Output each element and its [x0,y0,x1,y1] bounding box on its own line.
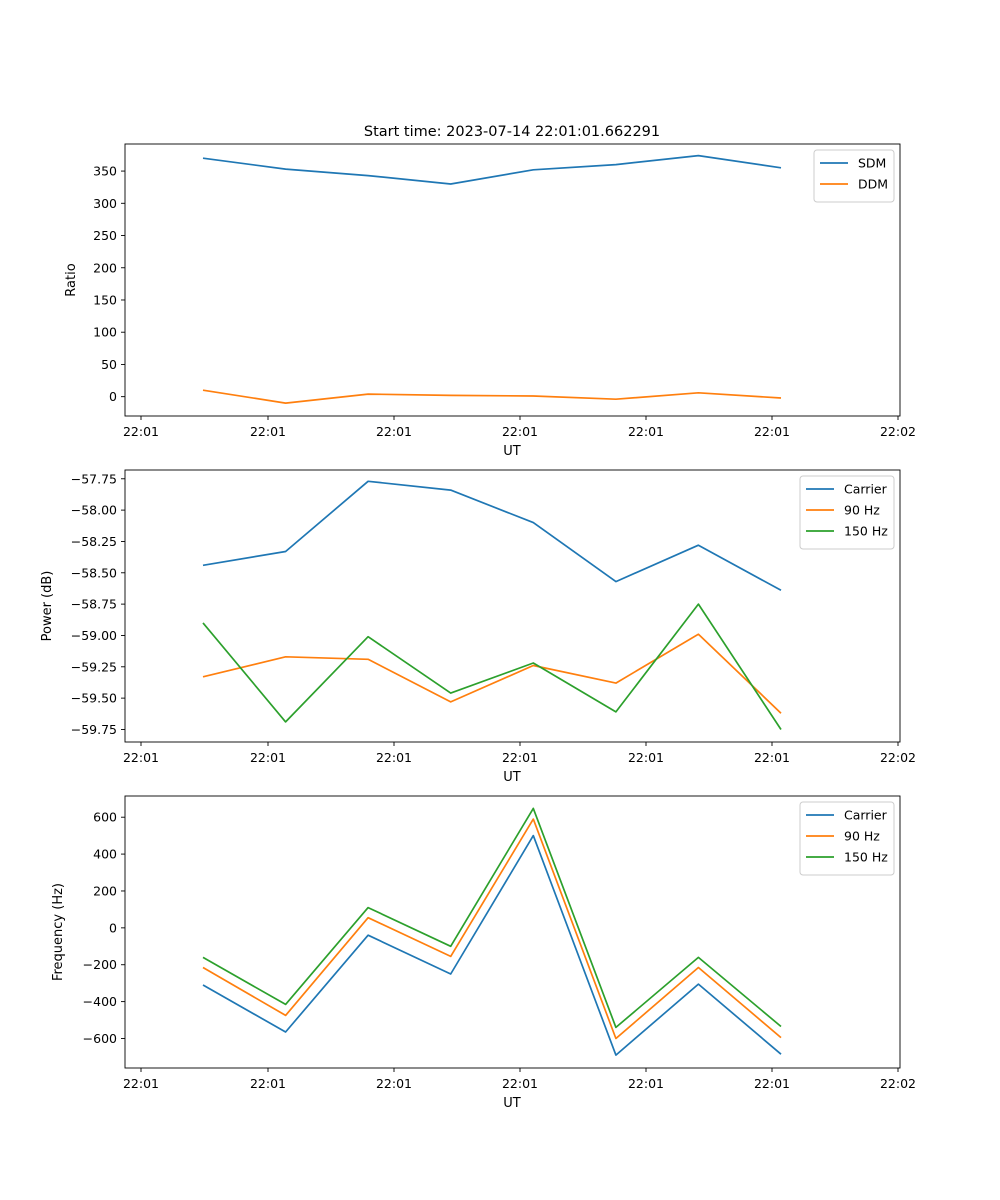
legend-label: 150 Hz [844,524,888,539]
x-tick-label: 22:02 [880,750,916,765]
series-line-carrier [202,834,782,1056]
axes-frame [124,795,901,1069]
chart-2: 22:01 22:01 22:01 22:01 22:01 22:01 22:02 −59.7… [40,469,916,785]
legend: Carrier 90 Hz 150 Hz [799,475,895,550]
x-tick-label: 22:01 [123,1076,159,1091]
x-tick-label: 22:01 [123,750,159,765]
legend: Carrier 90 Hz 150 Hz [799,801,895,876]
y-axis-label: Frequency (Hz) [51,883,66,981]
y-tick-label: 600 [93,810,117,825]
x-tick-label: 22:01 [123,424,159,439]
legend-label: 90 Hz [844,503,880,518]
y-tick-label: 250 [93,228,117,243]
chart-1: 22:01 22:01 22:01 22:01 22:01 22:01 22:02 0 50 10… [64,143,916,459]
x-tick-label: 22:01 [754,750,790,765]
axes-frame [124,469,901,743]
legend-label: SDM [858,156,886,171]
axes-frame [124,143,901,417]
chart-3: 22:01 22:01 22:01 22:01 22:01 22:01 22:02 −600 −… [51,795,916,1111]
y-tick-label: 200 [93,260,117,275]
x-tick-label: 22:01 [250,1076,286,1091]
x-axis-label: UT [503,770,521,785]
legend-label: 150 Hz [844,850,888,865]
legend-label: Carrier [844,482,888,497]
y-tick-label: 350 [93,164,117,179]
y-axis-label: Ratio [64,263,79,296]
y-tick-label: −58.75 [71,597,117,612]
y-tick-label: 200 [93,883,117,898]
y-tick-label: 400 [93,847,117,862]
y-axis-label: Power (dB) [40,571,55,642]
x-tick-label: 22:02 [880,424,916,439]
y-tick-label: −58.50 [71,565,117,580]
x-tick-label: 22:01 [502,1076,538,1091]
charts-container: 22:01 22:01 22:01 22:01 22:01 22:01 22:02 0 50 10… [40,143,916,1111]
y-tick-label: −59.00 [71,628,117,643]
y-tick-label: −59.75 [71,722,117,737]
y-tick-label: −400 [83,994,117,1009]
y-tick-label: −58.00 [71,503,117,518]
x-tick-label: 22:01 [628,750,664,765]
y-tick-label: 300 [93,196,117,211]
x-axis-label: UT [503,444,521,459]
legend-label: DDM [858,177,888,192]
x-tick-label: 22:01 [376,1076,412,1091]
legend-label: Carrier [844,808,888,823]
figure-title: Start time: 2023-07-14 22:01:01.662291 [364,124,660,140]
series-line-90-hz [202,633,782,714]
y-tick-label: −59.25 [71,659,117,674]
series-line-150-hz [202,807,782,1029]
y-tick-label: −600 [83,1031,117,1046]
y-tick-label: 0 [109,920,117,935]
legend: SDM DDM [813,149,895,203]
x-tick-label: 22:01 [502,424,538,439]
series-line-150-hz [202,603,782,730]
y-tick-label: −58.25 [71,534,117,549]
legend-label: 90 Hz [844,829,880,844]
y-tick-label: −57.75 [71,471,117,486]
x-tick-label: 22:01 [376,424,412,439]
x-tick-label: 22:01 [628,424,664,439]
x-tick-label: 22:01 [250,750,286,765]
x-tick-label: 22:01 [628,1076,664,1091]
y-tick-label: −200 [83,957,117,972]
x-tick-label: 22:02 [880,1076,916,1091]
x-axis-label: UT [503,1096,521,1111]
x-tick-label: 22:01 [502,750,538,765]
series-line-sdm [202,154,782,185]
x-tick-label: 22:01 [376,750,412,765]
series-line-90-hz [202,818,782,1040]
y-tick-label: 150 [93,292,117,307]
y-tick-label: 50 [101,357,117,372]
y-tick-label: −59.50 [71,691,117,706]
y-tick-label: 0 [109,389,117,404]
x-tick-label: 22:01 [754,1076,790,1091]
series-line-carrier [202,480,782,592]
x-tick-label: 22:01 [754,424,790,439]
y-tick-label: 100 [93,325,117,340]
x-tick-label: 22:01 [250,424,286,439]
series-line-ddm [202,389,782,404]
